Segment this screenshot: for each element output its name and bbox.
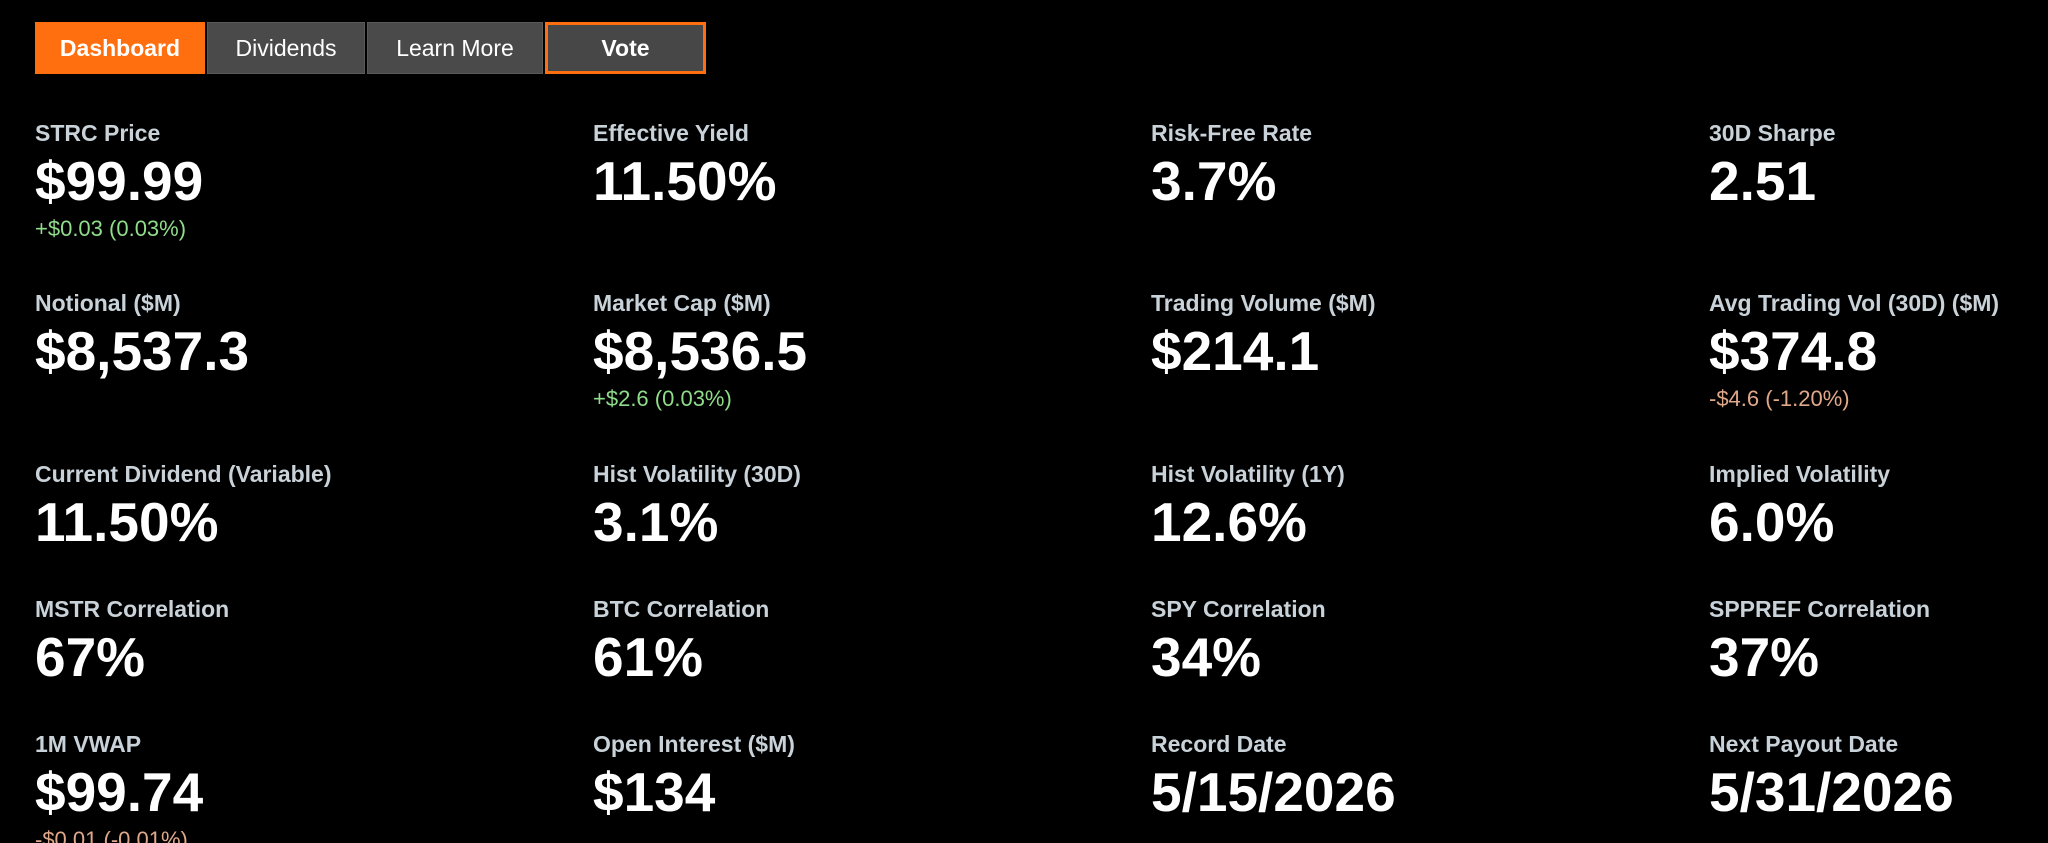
metric-label: Risk-Free Rate	[1151, 120, 1313, 146]
tab-learn-more[interactable]: Learn More	[367, 22, 543, 74]
metric-label: Next Payout Date	[1709, 731, 1899, 757]
metric-value: 11.50%	[35, 491, 219, 553]
metric-label: 30D Sharpe	[1709, 120, 1836, 146]
metric-mstr-correlation: MSTR Correlation 67%	[35, 594, 593, 729]
metric-value: $8,537.3	[35, 320, 250, 382]
metric-next-payout-date: Next Payout Date 5/31/2026	[1709, 729, 2039, 843]
metric-change: +$0.03 (0.03%)	[35, 216, 187, 241]
metric-value: 61%	[593, 626, 704, 688]
metric-1m-vwap: 1M VWAP $99.74 -$0.01 (-0.01%)	[35, 729, 593, 843]
metric-label: SPPREF Correlation	[1709, 596, 1931, 622]
metric-trading-volume: Trading Volume ($M) $214.1	[1151, 288, 1709, 459]
metric-hist-vol-30d: Hist Volatility (30D) 3.1%	[593, 459, 1151, 594]
metric-value: 5/31/2026	[1709, 761, 1954, 823]
metric-label: BTC Correlation	[593, 596, 770, 622]
metric-label: Trading Volume ($M)	[1151, 290, 1376, 316]
tab-vote[interactable]: Vote	[545, 22, 706, 74]
metric-change: -$4.6 (-1.20%)	[1709, 386, 1850, 411]
metric-value: 34%	[1151, 626, 1262, 688]
tab-dashboard[interactable]: Dashboard	[35, 22, 205, 74]
metric-label: STRC Price	[35, 120, 161, 146]
metric-market-cap: Market Cap ($M) $8,536.5 +$2.6 (0.03%)	[593, 288, 1151, 459]
metric-label: Hist Volatility (30D)	[593, 461, 801, 487]
metric-label: Avg Trading Vol (30D) ($M)	[1709, 290, 2000, 316]
metric-label: MSTR Correlation	[35, 596, 230, 622]
metric-label: 1M VWAP	[35, 731, 142, 757]
metric-value: 6.0%	[1709, 491, 1835, 553]
metrics-grid: STRC Price $99.99 +$0.03 (0.03%) Effecti…	[35, 118, 2039, 843]
metric-record-date: Record Date 5/15/2026	[1151, 729, 1709, 843]
metric-value: $8,536.5	[593, 320, 808, 382]
metric-notional: Notional ($M) $8,537.3	[35, 288, 593, 459]
metric-value: $99.74	[35, 761, 204, 823]
metric-value: $374.8	[1709, 320, 1878, 382]
metric-change: -$0.01 (-0.01%)	[35, 827, 188, 843]
metric-effective-yield: Effective Yield 11.50%	[593, 118, 1151, 288]
metric-value: 67%	[35, 626, 146, 688]
metric-value: 2.51	[1709, 150, 1817, 212]
metric-30d-sharpe: 30D Sharpe 2.51	[1709, 118, 2039, 288]
metric-label: Effective Yield	[593, 120, 749, 146]
metric-label: Current Dividend (Variable)	[35, 461, 332, 487]
metric-value: 12.6%	[1151, 491, 1307, 553]
metric-label: Implied Volatility	[1709, 461, 1891, 487]
metric-label: Market Cap ($M)	[593, 290, 771, 316]
metric-avg-trading-vol: Avg Trading Vol (30D) ($M) $374.8 -$4.6 …	[1709, 288, 2039, 459]
metric-value: 3.7%	[1151, 150, 1277, 212]
metric-sppref-correlation: SPPREF Correlation 37%	[1709, 594, 2039, 729]
metric-current-dividend: Current Dividend (Variable) 11.50%	[35, 459, 593, 594]
metric-label: SPY Correlation	[1151, 596, 1326, 622]
metric-value: 37%	[1709, 626, 1820, 688]
metric-label: Record Date	[1151, 731, 1287, 757]
metric-strc-price: STRC Price $99.99 +$0.03 (0.03%)	[35, 118, 593, 288]
metric-hist-vol-1y: Hist Volatility (1Y) 12.6%	[1151, 459, 1709, 594]
metric-value: 11.50%	[593, 150, 777, 212]
metric-spy-correlation: SPY Correlation 34%	[1151, 594, 1709, 729]
tab-dividends[interactable]: Dividends	[207, 22, 365, 74]
metric-change: +$2.6 (0.03%)	[593, 386, 732, 411]
metric-value: $99.99	[35, 150, 204, 212]
metric-implied-volatility: Implied Volatility 6.0%	[1709, 459, 2039, 594]
metric-btc-correlation: BTC Correlation 61%	[593, 594, 1151, 729]
metric-risk-free-rate: Risk-Free Rate 3.7%	[1151, 118, 1709, 288]
metric-value: 3.1%	[593, 491, 719, 553]
metric-label: Notional ($M)	[35, 290, 181, 316]
metric-label: Open Interest ($M)	[593, 731, 795, 757]
metric-value: $134	[593, 761, 716, 823]
metric-value: 5/15/2026	[1151, 761, 1396, 823]
metric-open-interest: Open Interest ($M) $134	[593, 729, 1151, 843]
metric-label: Hist Volatility (1Y)	[1151, 461, 1345, 487]
metric-value: $214.1	[1151, 320, 1320, 382]
tab-bar: Dashboard Dividends Learn More Vote	[35, 22, 706, 74]
